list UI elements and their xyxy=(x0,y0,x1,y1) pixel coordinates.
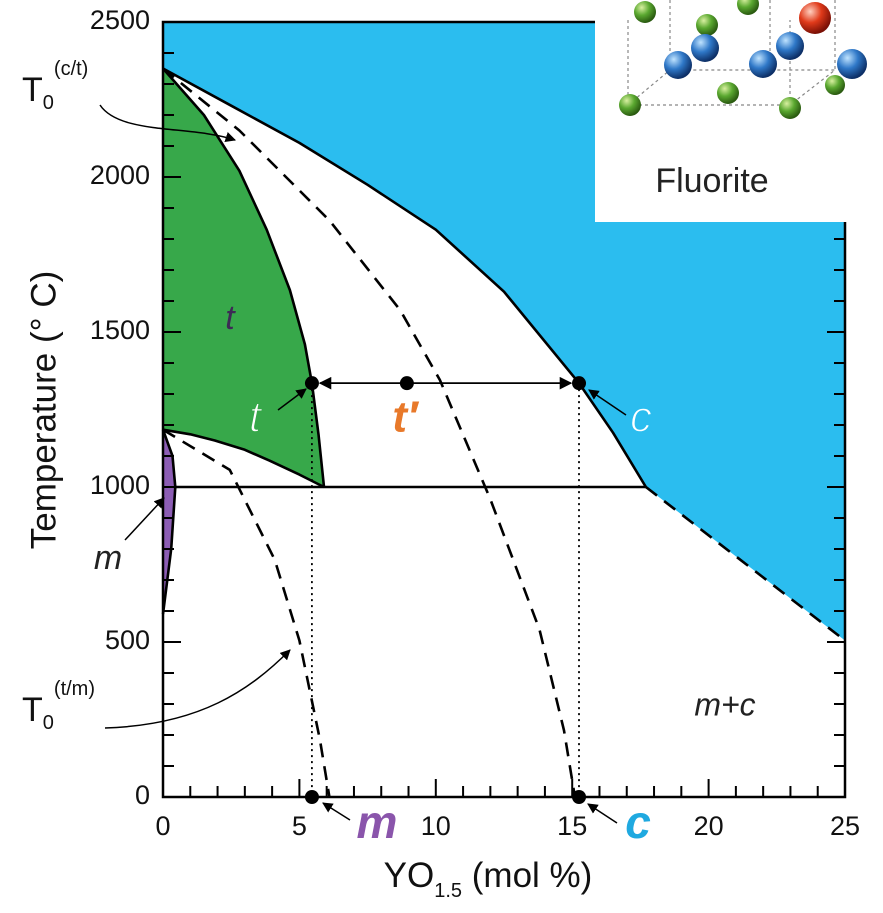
annotation-arrow xyxy=(125,498,164,540)
atom xyxy=(717,82,739,104)
annotation-arrow xyxy=(323,803,350,820)
atom xyxy=(825,75,845,95)
x-axis-label-rest: (mol %) xyxy=(462,856,592,895)
atom xyxy=(749,50,777,78)
point xyxy=(572,376,586,390)
y-tick-label: 500 xyxy=(105,625,150,655)
t0-label: T0(t/m) xyxy=(22,678,95,734)
phase-label: t xyxy=(225,299,236,337)
inset-image: Fluorite xyxy=(595,0,883,222)
atom xyxy=(619,94,641,116)
y-axis-label: Temperature (° C) xyxy=(24,271,63,550)
x-tick-label: 15 xyxy=(557,811,587,841)
x-tick-label: 20 xyxy=(694,811,724,841)
atom xyxy=(691,34,719,62)
phase-label: t′ xyxy=(392,393,420,442)
t0-sup: (c/t) xyxy=(54,58,88,80)
x-tick-label: 10 xyxy=(421,811,451,841)
atom xyxy=(837,49,867,79)
inset-label: Fluorite xyxy=(655,162,768,200)
atom xyxy=(799,2,831,34)
phase-boundary xyxy=(163,430,329,797)
x-tick-label: 0 xyxy=(155,811,170,841)
annotation-arrow xyxy=(588,804,617,823)
phase-label: t xyxy=(249,393,263,442)
phase-label: m xyxy=(357,796,398,848)
x-axis-label: YO1.5 (mol %) xyxy=(384,856,593,902)
atom xyxy=(634,1,656,23)
y-tick-label: 1000 xyxy=(90,470,150,500)
phase-label: c xyxy=(630,393,652,442)
atom xyxy=(664,51,692,79)
chart: 0 5 10 15 20 25 0 500 1000 1500 2000 2500 Temperatur… xyxy=(0,0,883,908)
y-tick-label: 2000 xyxy=(90,160,150,190)
x-axis-label-main: YO xyxy=(384,856,435,895)
annotation-arrow xyxy=(105,650,290,728)
t0-sub: 0 xyxy=(43,92,54,114)
x-tick-label: 25 xyxy=(830,811,860,841)
y-tick-label: 1500 xyxy=(90,315,150,345)
t0-label: T0(c/t) xyxy=(22,58,88,114)
phase-label: c xyxy=(625,796,651,848)
x-tick-label: 5 xyxy=(292,811,307,841)
y-tick-label: 2500 xyxy=(90,5,150,35)
y-tick-label: 0 xyxy=(135,780,150,810)
t0-main: T xyxy=(22,71,43,109)
t0-sub: 0 xyxy=(43,712,54,734)
point xyxy=(305,376,319,390)
atom xyxy=(779,97,801,119)
point xyxy=(400,376,414,390)
phase-label: m xyxy=(94,539,122,577)
t0-sup: (t/m) xyxy=(54,678,95,700)
phase-label: m+c xyxy=(694,686,755,722)
atom xyxy=(776,32,804,60)
t0-main: T xyxy=(22,691,43,729)
atom xyxy=(696,14,718,36)
x-axis-label-sub: 1.5 xyxy=(434,880,462,902)
